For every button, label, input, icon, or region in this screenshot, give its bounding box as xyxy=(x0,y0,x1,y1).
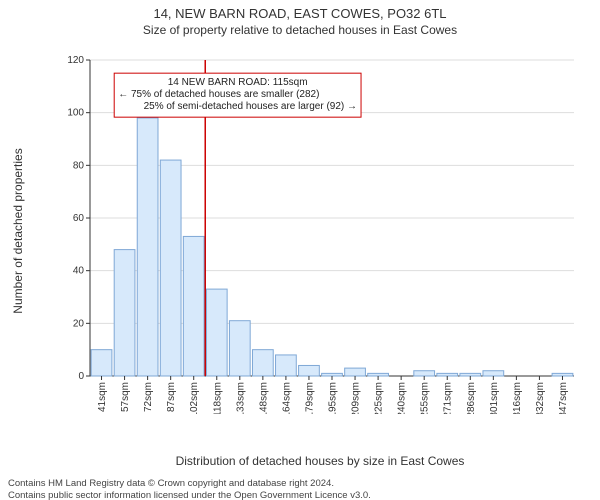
x-tick-label: 347sqm xyxy=(558,382,569,414)
x-tick-label: 179sqm xyxy=(304,382,315,414)
histogram-bar xyxy=(206,289,227,376)
plot-area: 0 20 40 60 80 100 120 41sqm 57sqm 72sqm 87sqm 102sq… xyxy=(60,54,580,414)
histogram-bar xyxy=(483,371,504,376)
histogram-bar xyxy=(345,368,366,376)
x-tick-label: 301sqm xyxy=(489,382,500,414)
x-tick-label: 286sqm xyxy=(466,382,477,414)
annotation-line: ← 75% of detached houses are smaller (28… xyxy=(118,89,319,100)
x-tick-label: 255sqm xyxy=(420,382,431,414)
svg-text:100: 100 xyxy=(67,108,84,119)
x-tick-label: 57sqm xyxy=(120,382,131,412)
x-tick-label: 133sqm xyxy=(235,382,246,414)
x-tick-label: 195sqm xyxy=(328,382,339,414)
histogram-bar xyxy=(437,373,458,376)
histogram-bar xyxy=(137,118,158,376)
y-axis-title: Number of detached properties xyxy=(11,148,25,313)
svg-text:120: 120 xyxy=(67,55,84,66)
histogram-bar xyxy=(114,250,135,376)
histogram-bar xyxy=(183,236,204,376)
histogram-bar xyxy=(91,350,112,376)
x-tick-label: 41sqm xyxy=(97,382,108,412)
svg-text:40: 40 xyxy=(73,266,85,277)
x-tick-label: 164sqm xyxy=(281,382,292,414)
histogram-bar xyxy=(414,371,435,376)
x-axis-title: Distribution of detached houses by size … xyxy=(60,454,580,468)
x-tick-label: 72sqm xyxy=(143,382,154,412)
histogram-bar xyxy=(229,321,250,376)
svg-text:20: 20 xyxy=(73,318,85,329)
x-tick-label: 225sqm xyxy=(374,382,385,414)
histogram-svg: 0 20 40 60 80 100 120 41sqm 57sqm 72sqm 87sqm 102sq… xyxy=(60,54,580,414)
chart-subtitle: Size of property relative to detached ho… xyxy=(0,23,600,37)
chart-title: 14, NEW BARN ROAD, EAST COWES, PO32 6TL xyxy=(0,6,600,21)
svg-text:60: 60 xyxy=(73,213,85,224)
svg-text:0: 0 xyxy=(78,371,84,382)
histogram-bar xyxy=(160,160,181,376)
svg-text:80: 80 xyxy=(73,160,85,171)
histogram-bar xyxy=(552,373,573,376)
x-tick-label: 209sqm xyxy=(351,382,362,414)
histogram-bar xyxy=(252,350,273,376)
histogram-bar xyxy=(276,355,297,376)
histogram-bar xyxy=(368,373,389,376)
histogram-bar xyxy=(460,373,481,376)
annotation-line: 14 NEW BARN ROAD: 115sqm xyxy=(168,77,308,88)
x-tick-label: 316sqm xyxy=(512,382,523,414)
footer-line1: Contains HM Land Registry data © Crown c… xyxy=(8,478,334,489)
x-tick-label: 271sqm xyxy=(443,382,454,414)
footer-line2: Contains public sector information licen… xyxy=(8,490,371,500)
histogram-bar xyxy=(299,365,320,376)
x-tick-label: 240sqm xyxy=(397,382,408,414)
annotation-line: 25% of semi-detached houses are larger (… xyxy=(144,101,357,112)
x-tick-label: 102sqm xyxy=(189,382,200,414)
footer-text: Contains HM Land Registry data © Crown c… xyxy=(8,478,371,500)
x-tick-label: 118sqm xyxy=(212,382,223,414)
histogram-bar xyxy=(322,373,343,376)
x-tick-label: 87sqm xyxy=(166,382,177,412)
x-tick-label: 332sqm xyxy=(535,382,546,414)
x-tick-label: 148sqm xyxy=(258,382,269,414)
